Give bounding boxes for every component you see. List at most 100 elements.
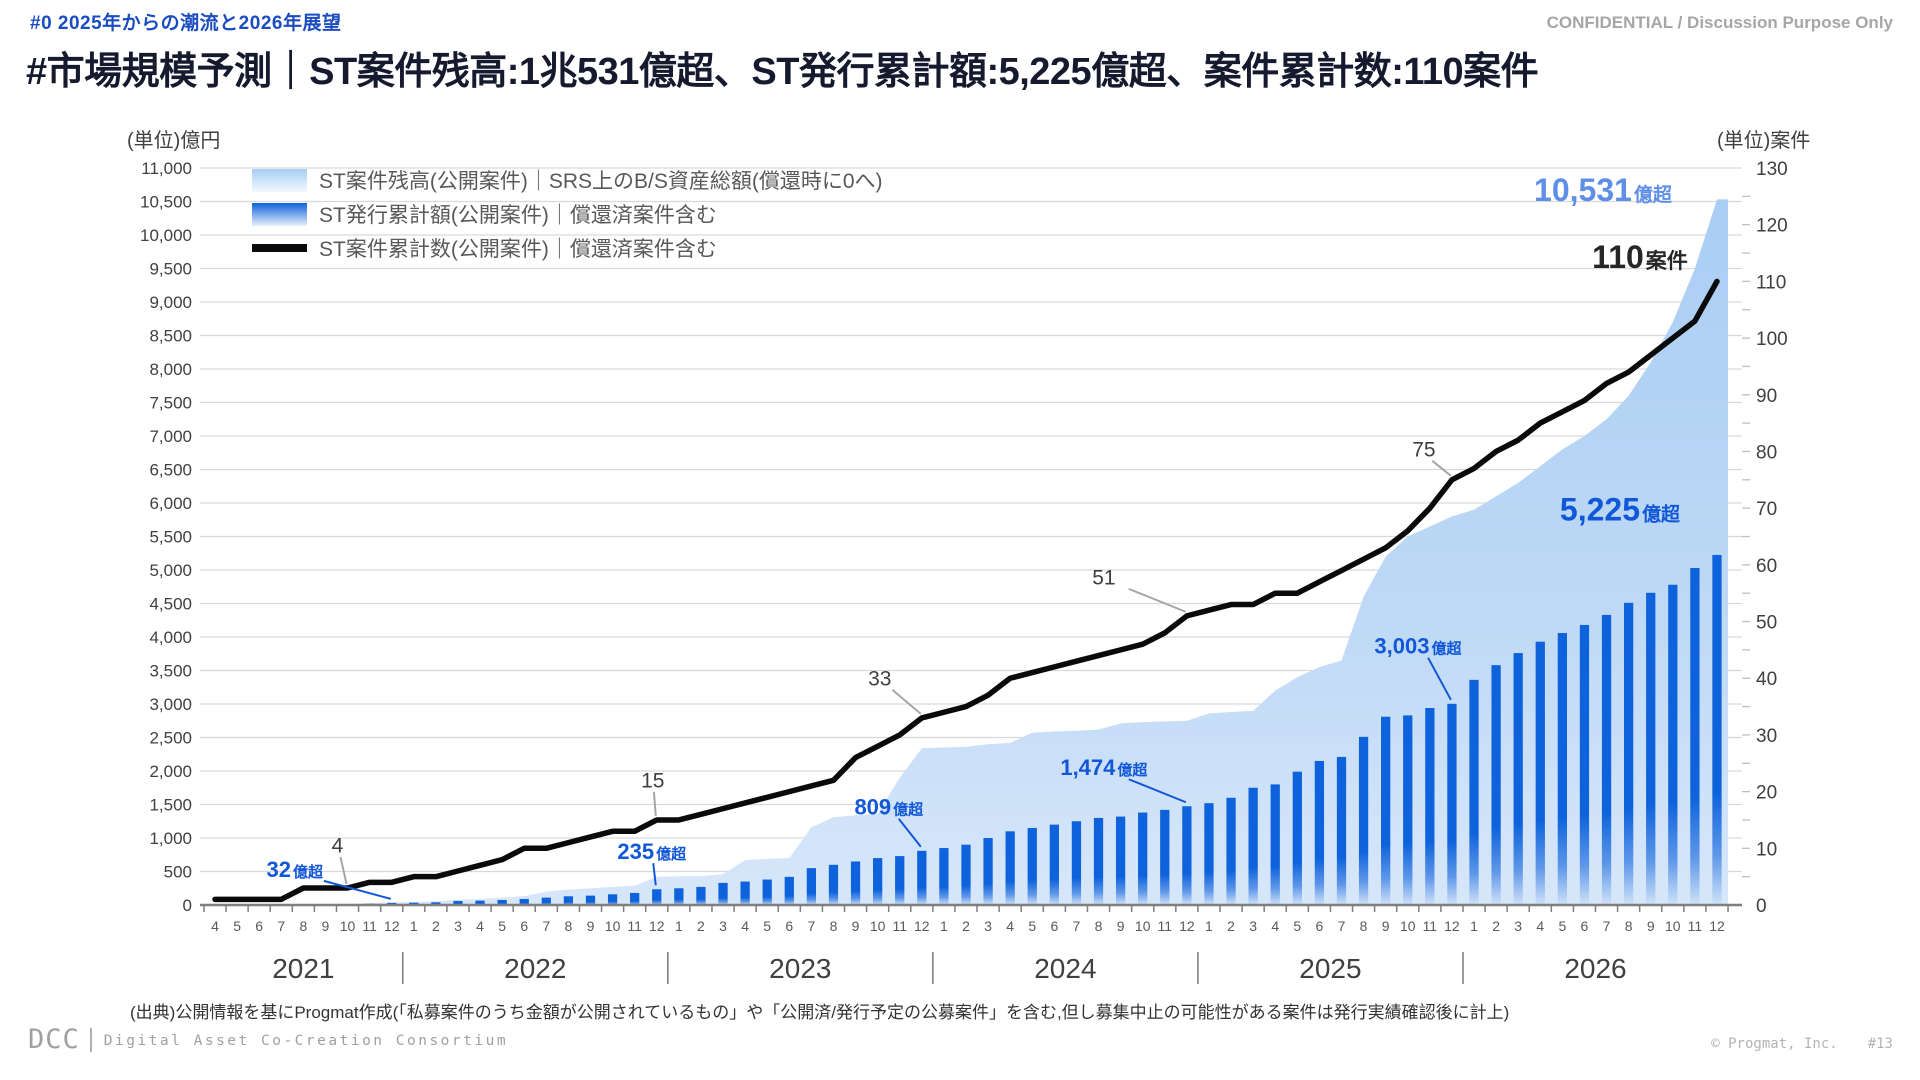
- svg-text:9: 9: [852, 918, 860, 934]
- svg-text:30: 30: [1756, 726, 1777, 747]
- svg-text:10,500: 10,500: [140, 193, 192, 212]
- chart-legend: ST案件残高(公開案件)｜SRS上のB/S資産総額(償還時に0へ) ST発行累計…: [252, 163, 883, 265]
- svg-text:4: 4: [476, 918, 484, 934]
- svg-text:10: 10: [1756, 839, 1777, 860]
- svg-text:7: 7: [542, 918, 550, 934]
- svg-text:6: 6: [785, 918, 793, 934]
- annotations: 32 億超 4 235 億超 15 809 億超 33 1,474 億超 51 3,003 億超 75 5,2…: [266, 172, 1688, 900]
- annotation-leader-line: [652, 863, 657, 886]
- svg-text:1: 1: [1205, 918, 1213, 934]
- annotation-leader-line: [891, 689, 922, 715]
- annotation-leader-line: [1427, 657, 1452, 701]
- svg-text:80: 80: [1756, 442, 1777, 463]
- svg-text:1: 1: [1470, 918, 1478, 934]
- svg-text:90: 90: [1756, 386, 1777, 407]
- svg-text:9: 9: [1382, 918, 1390, 934]
- svg-text:2: 2: [1492, 918, 1500, 934]
- annotation-1,474: 1,474 億超: [1060, 755, 1148, 780]
- svg-text:1: 1: [675, 918, 683, 934]
- svg-text:12: 12: [1444, 918, 1460, 934]
- annotation-leader-line: [897, 818, 922, 848]
- svg-text:8,500: 8,500: [149, 327, 192, 346]
- svg-text:7: 7: [807, 918, 815, 934]
- svg-text:10: 10: [870, 918, 886, 934]
- svg-text:12: 12: [914, 918, 930, 934]
- x-axis-years: 2021 2022 2023 2024 2025 2026: [272, 952, 1627, 984]
- copyright: © Progmat, Inc.: [1711, 1036, 1838, 1052]
- svg-text:5,000: 5,000: [149, 561, 192, 580]
- annotation-5,225: 5,225 億超: [1560, 491, 1681, 527]
- annotation-32: 32 億超: [266, 857, 323, 882]
- footer-divider: [89, 1027, 92, 1052]
- svg-text:3: 3: [984, 918, 992, 934]
- svg-text:4: 4: [741, 918, 749, 934]
- annotation-75: 75: [1412, 438, 1435, 461]
- annotation-leader-line: [323, 879, 391, 900]
- y-axis-left-labels: 0 500 1,000 1,500 2,000 2,500 3,000 3,500 4,000 4…: [140, 159, 192, 915]
- svg-text:6,000: 6,000: [149, 494, 192, 513]
- svg-text:7,000: 7,000: [149, 427, 192, 446]
- count-line: [212, 278, 1720, 903]
- svg-text:130: 130: [1756, 159, 1788, 180]
- svg-text:6: 6: [1581, 918, 1589, 934]
- svg-text:10: 10: [605, 918, 621, 934]
- legend-item-balance: ST案件残高(公開案件)｜SRS上のB/S資産総額(償還時に0へ): [252, 163, 883, 197]
- svg-text:11: 11: [627, 918, 642, 934]
- svg-text:4: 4: [1536, 918, 1544, 934]
- slide-eyebrow: #0 2025年からの潮流と2026年展望: [30, 13, 342, 34]
- svg-text:2: 2: [1227, 918, 1235, 934]
- annotation-51: 51: [1092, 566, 1115, 589]
- svg-text:100: 100: [1756, 329, 1788, 350]
- issuance-bars: [210, 554, 1722, 905]
- source-note: (出典)公開情報を基にProgmat作成(「私募案件のうち金額が公開されているも…: [130, 1003, 1510, 1022]
- annotation-leader-line: [1431, 460, 1452, 477]
- svg-text:11: 11: [1688, 918, 1703, 934]
- line-swatch-icon: [252, 244, 307, 252]
- svg-text:2024: 2024: [1034, 953, 1096, 984]
- svg-text:12: 12: [649, 918, 665, 934]
- svg-text:10: 10: [1665, 918, 1681, 934]
- area-swatch-icon: [252, 168, 307, 192]
- annotation-33: 33: [868, 667, 891, 690]
- page-number: #13: [1867, 1036, 1893, 1052]
- svg-text:9: 9: [322, 918, 330, 934]
- svg-text:110: 110: [1756, 272, 1786, 293]
- confidential-marking: CONFIDENTIAL / Discussion Purpose Only: [1546, 13, 1893, 32]
- svg-text:2022: 2022: [504, 953, 566, 984]
- svg-text:11,000: 11,000: [141, 159, 192, 178]
- svg-text:60: 60: [1756, 556, 1777, 577]
- svg-text:3: 3: [1514, 918, 1522, 934]
- svg-text:5: 5: [763, 918, 771, 934]
- svg-text:10: 10: [1135, 918, 1151, 934]
- svg-text:4,500: 4,500: [149, 595, 192, 614]
- svg-text:3: 3: [454, 918, 462, 934]
- svg-text:500: 500: [164, 863, 192, 882]
- svg-text:5: 5: [1293, 918, 1301, 934]
- annotation-235: 235 億超: [617, 839, 687, 864]
- svg-text:8,000: 8,000: [149, 360, 192, 379]
- svg-text:70: 70: [1756, 499, 1777, 520]
- svg-text:11: 11: [362, 918, 377, 934]
- svg-text:2: 2: [697, 918, 705, 934]
- svg-text:10: 10: [1400, 918, 1416, 934]
- legend-item-count: ST案件累計数(公開案件)｜償還済案件含む: [252, 231, 883, 265]
- svg-text:4: 4: [1006, 918, 1014, 934]
- svg-text:4: 4: [211, 918, 219, 934]
- footer-brand: DCC Digital Asset Co-Creation Consortium: [28, 1024, 508, 1055]
- legend-label: ST発行累計額(公開案件)｜償還済案件含む: [319, 204, 717, 227]
- svg-text:5,500: 5,500: [149, 528, 192, 547]
- footer-meta: © Progmat, Inc. #13: [1711, 1036, 1893, 1052]
- svg-text:7: 7: [1073, 918, 1081, 934]
- balance-area: [203, 199, 1729, 906]
- svg-text:20: 20: [1756, 783, 1777, 804]
- svg-text:12: 12: [1179, 918, 1195, 934]
- svg-text:120: 120: [1756, 216, 1788, 237]
- svg-text:0: 0: [183, 896, 192, 915]
- svg-text:8: 8: [830, 918, 838, 934]
- svg-text:11: 11: [1423, 918, 1438, 934]
- svg-text:5: 5: [498, 918, 506, 934]
- svg-text:6: 6: [520, 918, 528, 934]
- svg-text:2021: 2021: [272, 953, 334, 984]
